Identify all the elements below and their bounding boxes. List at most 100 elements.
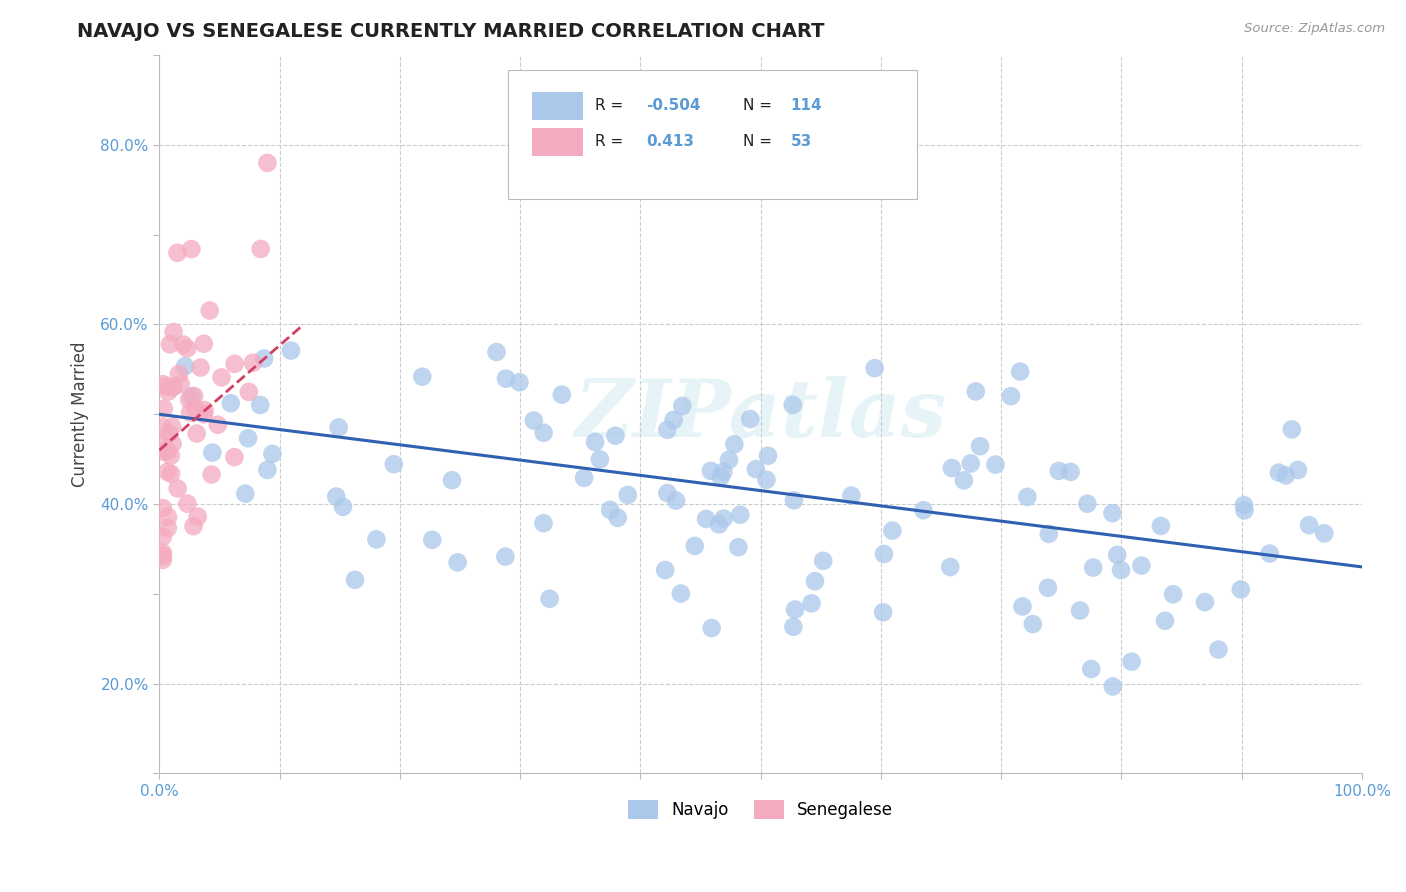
Point [249,242,271,256]
Point [533,425,555,440]
Point [152,420,174,434]
Text: R =: R = [595,134,633,149]
Point [657,486,679,500]
Point [176,342,198,356]
Point [1036,581,1059,595]
Y-axis label: Currently Married: Currently Married [72,342,89,487]
Point [959,457,981,471]
Point [1076,497,1098,511]
Point [533,516,555,531]
Point [156,379,179,393]
Point [172,337,194,351]
Point [657,423,679,437]
Point [211,370,233,384]
Point [495,371,517,385]
Point [1313,526,1336,541]
Text: 53: 53 [790,134,811,149]
Point [180,389,202,403]
Point [180,242,202,256]
Point [1010,365,1032,379]
Point [872,605,894,619]
Point [157,510,180,524]
Point [939,560,962,574]
Point [718,453,741,467]
Text: -0.504: -0.504 [647,98,700,113]
Point [882,524,904,538]
Point [183,389,205,403]
Point [599,503,621,517]
Point [224,450,246,464]
Point [683,539,706,553]
Point [242,356,264,370]
Point [420,533,443,547]
Point [1150,519,1173,533]
Point [1102,680,1125,694]
Point [193,403,215,417]
Point [256,156,278,170]
Point [1069,603,1091,617]
Point [1233,498,1256,512]
Legend: Navajo, Senegalese: Navajo, Senegalese [621,794,900,826]
Point [1107,548,1129,562]
Point [332,500,354,514]
Point [485,345,508,359]
Point [1286,463,1309,477]
Point [1109,563,1132,577]
FancyBboxPatch shape [531,93,582,120]
Point [152,553,174,567]
Point [166,245,188,260]
Text: NAVAJO VS SENEGALESE CURRENTLY MARRIED CORRELATION CHART: NAVAJO VS SENEGALESE CURRENTLY MARRIED C… [77,22,825,41]
Text: R =: R = [595,98,628,113]
Point [700,621,723,635]
Point [184,401,207,415]
Point [1258,547,1281,561]
Point [152,401,174,416]
Point [236,431,259,445]
Point [446,555,468,569]
Point [160,449,183,463]
Point [160,467,183,481]
Point [280,343,302,358]
Point [166,482,188,496]
Point [1083,560,1105,574]
Point [953,474,976,488]
Text: ZIPatlas: ZIPatlas [575,376,946,453]
Point [713,465,735,479]
Point [207,417,229,432]
Point [382,457,405,471]
Point [186,426,208,441]
Point [198,303,221,318]
Point [782,398,804,412]
Point [700,464,723,478]
Point [162,436,184,450]
Text: N =: N = [742,134,776,149]
Point [193,407,215,421]
Point [162,380,184,394]
Point [740,412,762,426]
Point [583,435,606,450]
Point [262,447,284,461]
Point [755,473,778,487]
Point [1000,389,1022,403]
Point [157,384,180,399]
Point [1275,468,1298,483]
Point [343,573,366,587]
Point [727,540,749,554]
Point [589,452,612,467]
Point [813,554,835,568]
Point [440,473,463,487]
Point [1161,587,1184,601]
Point [654,563,676,577]
Point [508,376,530,390]
Point [1208,642,1230,657]
Point [160,419,183,434]
Point [249,398,271,412]
Point [1011,599,1033,614]
Point [179,392,201,407]
Point [695,512,717,526]
Point [1298,518,1320,533]
Text: 0.413: 0.413 [647,134,695,149]
Point [1194,595,1216,609]
Point [863,361,886,376]
Point [1281,422,1303,436]
